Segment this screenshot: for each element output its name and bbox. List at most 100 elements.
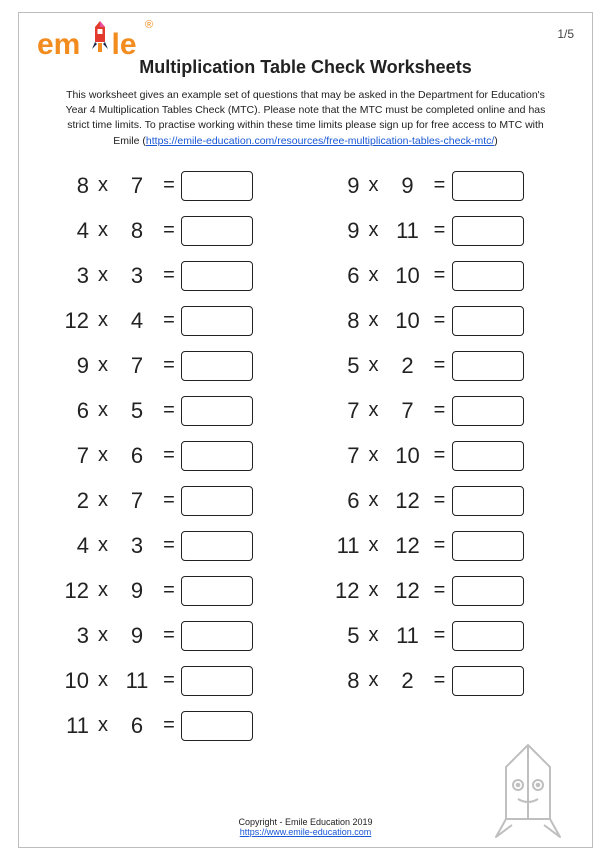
operand-b: 12 xyxy=(388,488,428,514)
operand-a: 11 xyxy=(320,533,360,559)
answer-box[interactable] xyxy=(452,666,524,696)
intro-part-2: ) xyxy=(494,135,498,147)
answer-box[interactable] xyxy=(452,261,524,291)
operand-b: 2 xyxy=(388,668,428,694)
answer-box[interactable] xyxy=(452,216,524,246)
answer-box[interactable] xyxy=(452,396,524,426)
problem-left-12: 11x6= xyxy=(49,709,292,743)
answer-box[interactable] xyxy=(181,576,253,606)
operand-a: 6 xyxy=(49,398,89,424)
times-symbol: x xyxy=(89,444,117,467)
equals-symbol: = xyxy=(428,489,452,512)
answer-box[interactable] xyxy=(181,171,253,201)
svg-text:le: le xyxy=(112,28,137,61)
operand-b: 4 xyxy=(117,308,157,334)
times-symbol: x xyxy=(360,354,388,377)
operand-b: 3 xyxy=(117,263,157,289)
problem-right-6: 7x10= xyxy=(320,439,563,473)
problem-left-6: 7x6= xyxy=(49,439,292,473)
answer-box[interactable] xyxy=(452,486,524,516)
operand-a: 5 xyxy=(320,353,360,379)
equals-symbol: = xyxy=(428,264,452,287)
operand-a: 9 xyxy=(320,173,360,199)
operand-a: 10 xyxy=(49,668,89,694)
problems-grid: 8x7=9x9=4x8=9x11=3x3=6x10=12x4=8x10=9x7=… xyxy=(49,169,562,743)
brand-logo: em le ® xyxy=(37,19,157,69)
answer-box[interactable] xyxy=(181,531,253,561)
answer-box[interactable] xyxy=(181,711,253,741)
equals-symbol: = xyxy=(428,219,452,242)
times-symbol: x xyxy=(89,489,117,512)
operand-a: 7 xyxy=(320,398,360,424)
answer-box[interactable] xyxy=(452,531,524,561)
answer-box[interactable] xyxy=(181,261,253,291)
times-symbol: x xyxy=(360,669,388,692)
answer-box[interactable] xyxy=(452,171,524,201)
worksheet-canvas: em le ® 1/5 Multiplication Table Check W… xyxy=(0,0,611,860)
equals-symbol: = xyxy=(428,399,452,422)
times-symbol: x xyxy=(360,624,388,647)
answer-box[interactable] xyxy=(181,486,253,516)
problem-right-9: 12x12= xyxy=(320,574,563,608)
intro-link[interactable]: https://emile-education.com/resources/fr… xyxy=(146,135,494,147)
equals-symbol: = xyxy=(157,534,181,557)
operand-b: 7 xyxy=(117,173,157,199)
operand-b: 9 xyxy=(117,623,157,649)
answer-box[interactable] xyxy=(181,396,253,426)
answer-box[interactable] xyxy=(452,621,524,651)
answer-box[interactable] xyxy=(181,441,253,471)
times-symbol: x xyxy=(360,489,388,512)
svg-text:®: ® xyxy=(145,19,153,31)
equals-symbol: = xyxy=(157,309,181,332)
answer-box[interactable] xyxy=(452,441,524,471)
operand-b: 12 xyxy=(388,578,428,604)
times-symbol: x xyxy=(89,669,117,692)
answer-box[interactable] xyxy=(181,621,253,651)
intro-text: This worksheet gives an example set of q… xyxy=(63,88,548,149)
answer-box[interactable] xyxy=(181,666,253,696)
answer-box[interactable] xyxy=(452,351,524,381)
equals-symbol: = xyxy=(157,219,181,242)
times-symbol: x xyxy=(89,534,117,557)
operand-a: 5 xyxy=(320,623,360,649)
operand-b: 10 xyxy=(388,263,428,289)
problem-right-5: 7x7= xyxy=(320,394,563,428)
equals-symbol: = xyxy=(157,714,181,737)
equals-symbol: = xyxy=(157,579,181,602)
answer-box[interactable] xyxy=(181,306,253,336)
problem-right-10: 5x11= xyxy=(320,619,563,653)
problem-right-8: 11x12= xyxy=(320,529,563,563)
operand-a: 7 xyxy=(320,443,360,469)
problem-right-2: 6x10= xyxy=(320,259,563,293)
problem-right-11: 8x2= xyxy=(320,664,563,698)
footer-link[interactable]: https://www.emile-education.com xyxy=(240,827,372,837)
operand-a: 8 xyxy=(49,173,89,199)
times-symbol: x xyxy=(360,309,388,332)
mascot-icon xyxy=(488,741,568,841)
answer-box[interactable] xyxy=(452,306,524,336)
operand-a: 8 xyxy=(320,308,360,334)
problem-right-3: 8x10= xyxy=(320,304,563,338)
times-symbol: x xyxy=(89,219,117,242)
answer-box[interactable] xyxy=(181,351,253,381)
times-symbol: x xyxy=(89,309,117,332)
operand-b: 9 xyxy=(117,578,157,604)
operand-a: 3 xyxy=(49,623,89,649)
problem-right-7: 6x12= xyxy=(320,484,563,518)
problem-right-4: 5x2= xyxy=(320,349,563,383)
operand-b: 11 xyxy=(388,218,428,244)
answer-box[interactable] xyxy=(181,216,253,246)
problem-right-1: 9x11= xyxy=(320,214,563,248)
operand-a: 7 xyxy=(49,443,89,469)
operand-a: 12 xyxy=(49,578,89,604)
problem-right-0: 9x9= xyxy=(320,169,563,203)
operand-a: 11 xyxy=(49,713,89,739)
problem-left-3: 12x4= xyxy=(49,304,292,338)
times-symbol: x xyxy=(89,264,117,287)
answer-box[interactable] xyxy=(452,576,524,606)
times-symbol: x xyxy=(360,264,388,287)
operand-b: 3 xyxy=(117,533,157,559)
operand-a: 6 xyxy=(320,488,360,514)
problem-left-0: 8x7= xyxy=(49,169,292,203)
operand-b: 9 xyxy=(388,173,428,199)
